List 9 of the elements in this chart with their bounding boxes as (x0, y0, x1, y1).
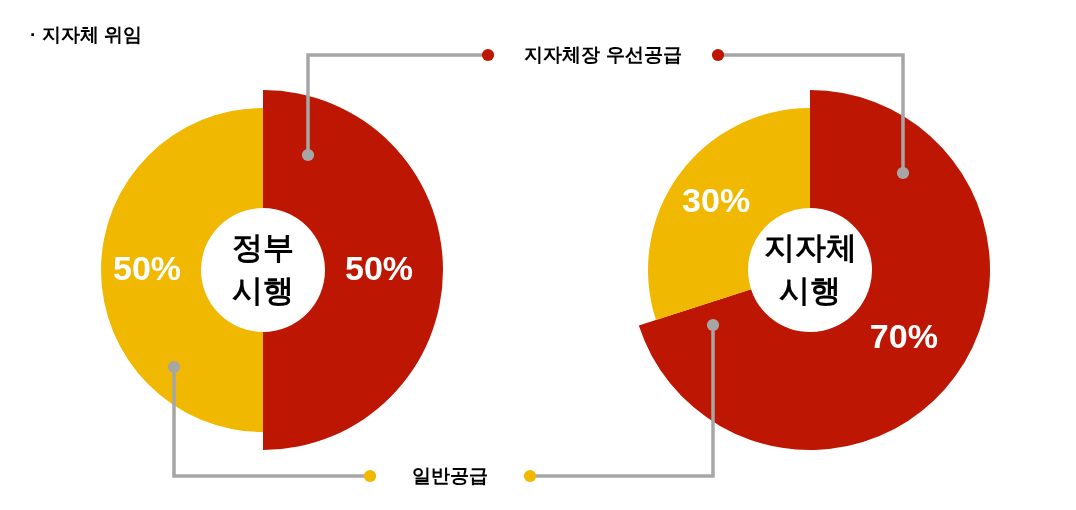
data-label: 50% (344, 249, 414, 287)
data-label: 70% (869, 317, 938, 356)
data-label: 30% (682, 180, 751, 219)
slice-label: 정부 시행 (232, 229, 294, 308)
chart-title: · 지자체 위임 (30, 24, 142, 45)
legend-label: 지자체장 우선공급 (524, 44, 682, 65)
slice-label: 지자체 시행 (763, 229, 857, 308)
data-label: 50% (112, 249, 182, 287)
legend-label: 일반공급 (412, 465, 488, 486)
